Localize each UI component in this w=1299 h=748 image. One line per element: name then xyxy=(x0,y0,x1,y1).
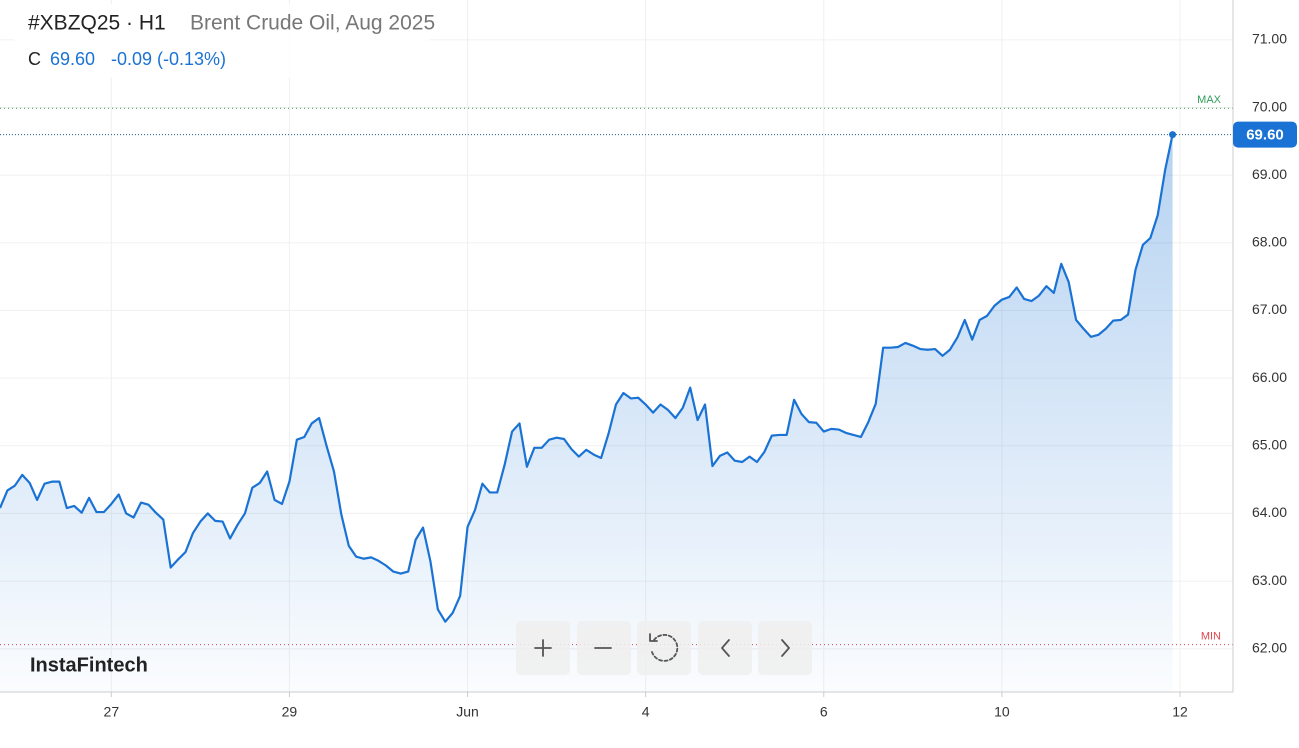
x-tick-label: Jun xyxy=(456,704,479,720)
y-tick-label: 62.00 xyxy=(1252,639,1287,655)
close-badge-label: 69.60 xyxy=(1246,127,1284,144)
x-tick-label: 12 xyxy=(1172,704,1188,720)
zoom-in-button[interactable] xyxy=(516,621,570,675)
y-tick-label: 63.00 xyxy=(1252,572,1287,588)
zoom-out-button[interactable] xyxy=(577,621,631,675)
min-marker-label: MIN xyxy=(1201,631,1221,643)
y-tick-label: 66.00 xyxy=(1252,369,1287,385)
y-tick-label: 65.00 xyxy=(1252,436,1287,452)
y-tick-label: 67.00 xyxy=(1252,301,1287,317)
close-label: C xyxy=(28,49,41,69)
header-box xyxy=(14,4,430,78)
x-tick-label: 27 xyxy=(104,704,120,720)
close-badge xyxy=(1233,121,1297,148)
y-tick-label: 69.00 xyxy=(1252,166,1287,182)
y-tick-label: 70.00 xyxy=(1252,98,1287,114)
x-tick-label: 4 xyxy=(642,704,650,720)
change: -0.09 (-0.13%) xyxy=(111,49,226,69)
area-fill xyxy=(0,134,1173,693)
scroll-left-button[interactable] xyxy=(698,621,752,675)
x-tick-label: 6 xyxy=(820,704,828,720)
x-tick-label: 29 xyxy=(282,704,298,720)
y-tick-label: 64.00 xyxy=(1252,504,1287,520)
last-point xyxy=(1169,131,1177,139)
close-value: 69.60 xyxy=(50,49,95,69)
price-line xyxy=(0,134,1174,623)
overlay: 62.00 63.00 64.00 65.00 66.00 67.00 68.00 69.00… xyxy=(104,31,1297,720)
max-marker-label: MAX xyxy=(1197,94,1222,106)
y-tick-label: 68.00 xyxy=(1252,234,1287,250)
watermark: InstaFintech xyxy=(30,654,148,676)
y-tick-label: 71.00 xyxy=(1252,31,1287,47)
x-tick-label: 10 xyxy=(994,704,1010,720)
symbol: #XBZQ25 · H1 xyxy=(28,12,166,35)
reset-button[interactable] xyxy=(637,621,691,675)
scroll-right-button[interactable] xyxy=(758,621,812,675)
zoom-controls xyxy=(516,621,812,675)
plot xyxy=(0,107,1233,693)
instrument-name: Brent Crude Oil, Aug 2025 xyxy=(190,12,435,35)
